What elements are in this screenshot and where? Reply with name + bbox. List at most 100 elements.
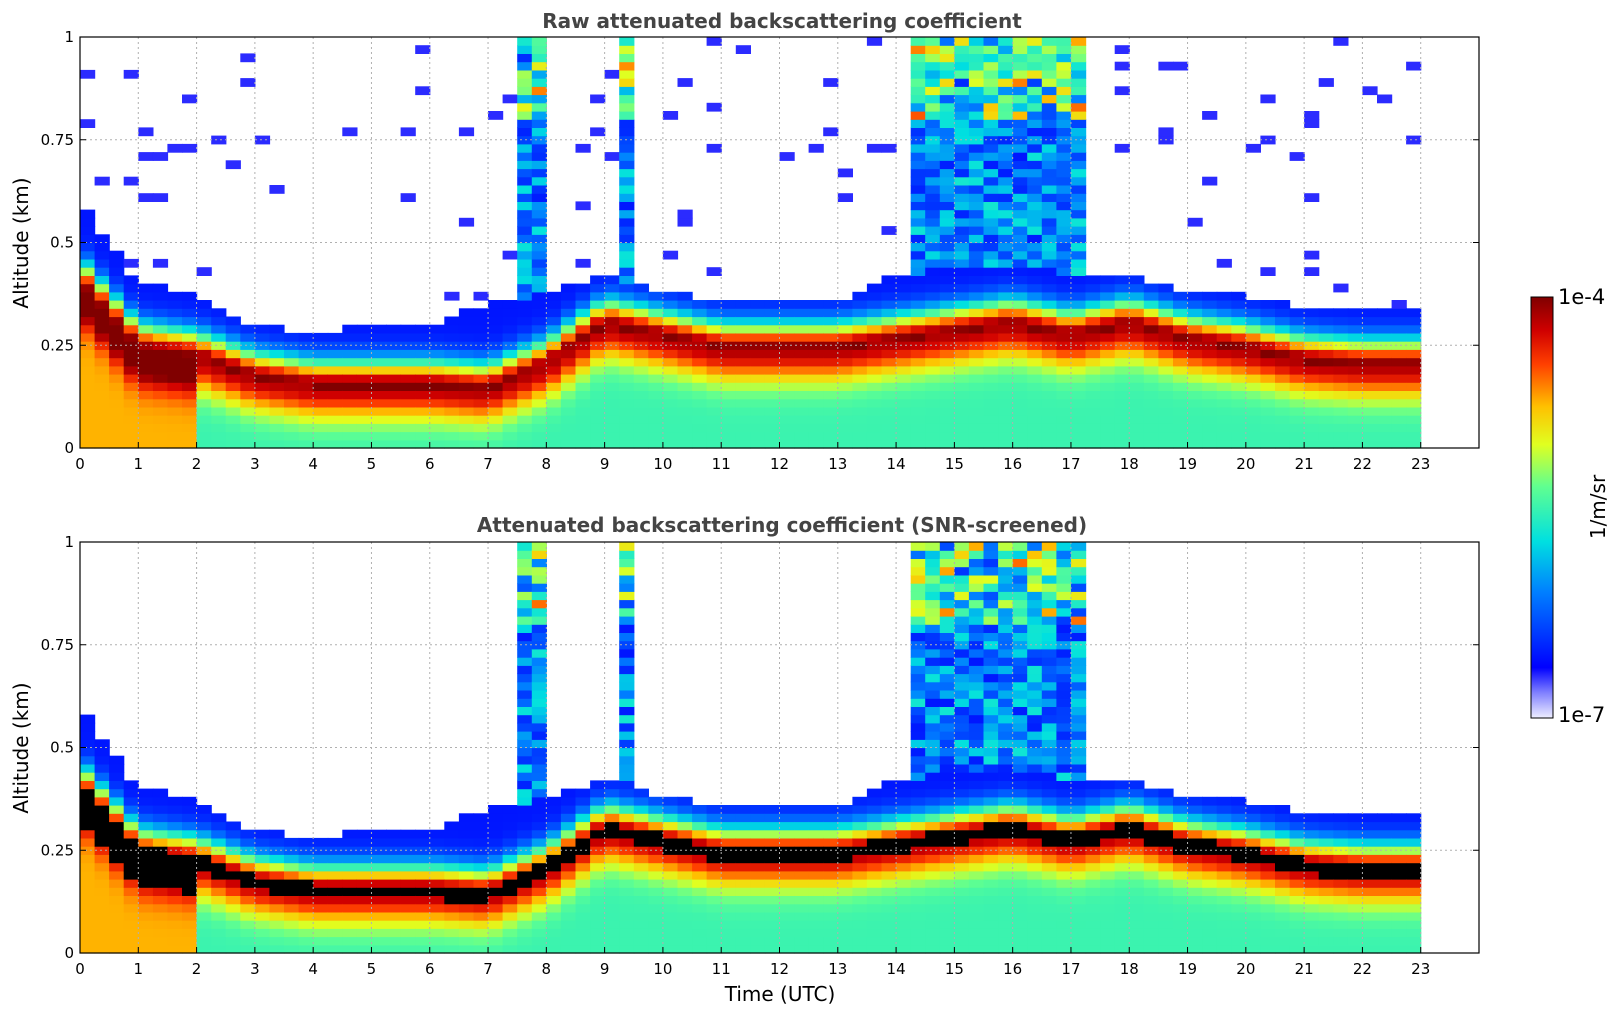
heatmap-cell bbox=[1202, 879, 1218, 888]
heatmap-cell bbox=[852, 813, 868, 823]
heatmap-cell bbox=[94, 234, 110, 244]
heatmap-cell bbox=[1202, 895, 1218, 905]
heatmap-cell bbox=[983, 431, 999, 441]
heatmap-cell bbox=[1012, 357, 1028, 367]
heatmap-cell bbox=[488, 829, 504, 839]
heatmap-cell bbox=[925, 365, 941, 375]
heatmap-cell bbox=[692, 390, 708, 400]
heatmap-cell bbox=[1012, 805, 1028, 814]
heatmap-cell bbox=[837, 813, 853, 823]
heatmap-cell bbox=[633, 813, 649, 823]
heatmap-cell bbox=[225, 895, 241, 905]
heatmap-cell bbox=[517, 341, 533, 350]
heatmap-cell bbox=[706, 829, 722, 839]
x-tick-label: 21 bbox=[1295, 960, 1314, 978]
heatmap-cell bbox=[415, 398, 431, 408]
heatmap-cell bbox=[1071, 739, 1087, 749]
heatmap-cell bbox=[1100, 788, 1116, 798]
heatmap-cell bbox=[1114, 928, 1130, 938]
heatmap-cell bbox=[1012, 607, 1028, 617]
heatmap-cell bbox=[925, 665, 941, 675]
x-tick-label: 4 bbox=[308, 960, 318, 978]
heatmap-cell bbox=[939, 143, 955, 153]
heatmap-cell bbox=[604, 813, 620, 823]
heatmap-cell bbox=[284, 415, 300, 424]
heatmap-cell bbox=[662, 291, 679, 301]
heatmap-cell bbox=[1012, 127, 1028, 137]
heatmap-cell bbox=[517, 283, 533, 293]
heatmap-cell bbox=[677, 332, 693, 342]
heatmap-cell bbox=[269, 324, 285, 334]
heatmap-cell bbox=[1143, 887, 1159, 896]
heatmap-cell bbox=[968, 69, 985, 79]
heatmap-cell bbox=[1056, 813, 1072, 823]
heatmap-cell bbox=[881, 944, 897, 954]
heatmap-cell bbox=[925, 755, 941, 765]
heatmap-cell bbox=[910, 53, 926, 63]
heatmap-cell bbox=[983, 152, 999, 161]
heatmap-cell bbox=[94, 390, 110, 400]
heatmap-cell bbox=[1143, 920, 1159, 929]
heatmap-cell bbox=[1333, 879, 1349, 888]
heatmap-cell bbox=[1056, 616, 1072, 625]
heatmap-cell bbox=[1333, 829, 1349, 839]
heatmap-cell bbox=[386, 439, 402, 449]
heatmap-cell bbox=[269, 895, 285, 905]
heatmap-cell bbox=[1071, 542, 1087, 551]
heatmap-cell bbox=[619, 837, 635, 847]
heatmap-cell bbox=[371, 423, 387, 433]
heatmap-cell bbox=[1187, 895, 1203, 905]
heatmap-cell bbox=[1158, 895, 1174, 905]
heatmap-cell bbox=[939, 862, 955, 872]
heatmap-cell bbox=[575, 439, 591, 449]
heatmap-cell bbox=[954, 209, 970, 219]
heatmap-cell bbox=[1071, 821, 1087, 831]
heatmap-cell bbox=[109, 390, 125, 400]
heatmap-cell bbox=[881, 837, 897, 847]
heatmap-cell bbox=[662, 332, 679, 342]
heatmap-cell bbox=[1012, 185, 1028, 194]
heatmap-cell bbox=[1260, 846, 1276, 855]
heatmap-cell bbox=[619, 862, 635, 872]
heatmap-cell bbox=[604, 439, 620, 449]
heatmap-cell bbox=[138, 382, 154, 391]
heatmap-cell bbox=[866, 324, 883, 334]
panel1-y-ticks: 00.250.50.751 bbox=[41, 28, 1479, 457]
heatmap-cell bbox=[735, 862, 751, 872]
heatmap-cell bbox=[152, 365, 169, 375]
heatmap-cell bbox=[677, 209, 693, 219]
heatmap-cell bbox=[415, 406, 431, 416]
heatmap-cell bbox=[1012, 86, 1028, 96]
heatmap-cell bbox=[138, 374, 154, 383]
heatmap-cell bbox=[1391, 887, 1407, 896]
heatmap-cell bbox=[604, 862, 620, 872]
heatmap-cell bbox=[706, 837, 722, 847]
x-tick-label: 10 bbox=[653, 455, 672, 473]
heatmap-cell bbox=[1143, 423, 1159, 433]
heatmap-cell bbox=[604, 911, 620, 921]
heatmap-cell bbox=[1041, 152, 1057, 161]
heatmap-cell bbox=[1027, 291, 1043, 301]
heatmap-cell bbox=[575, 423, 591, 433]
heatmap-cell bbox=[706, 821, 722, 831]
heatmap-cell bbox=[1027, 176, 1043, 186]
heatmap-cell bbox=[1041, 86, 1057, 96]
heatmap-cell bbox=[1041, 374, 1057, 383]
heatmap-cell bbox=[998, 895, 1014, 905]
heatmap-cell bbox=[1071, 681, 1087, 691]
heatmap-cell bbox=[1318, 829, 1334, 839]
heatmap-cell bbox=[1318, 903, 1334, 913]
heatmap-cell bbox=[1114, 415, 1130, 424]
heatmap-cell bbox=[502, 821, 518, 831]
heatmap-cell bbox=[721, 415, 737, 424]
heatmap-cell bbox=[823, 374, 839, 383]
heatmap-cell bbox=[910, 439, 926, 449]
heatmap-cell bbox=[998, 632, 1014, 642]
heatmap-cell bbox=[298, 870, 314, 880]
heatmap-cell bbox=[531, 226, 547, 235]
heatmap-cell bbox=[1071, 406, 1087, 416]
heatmap-cell bbox=[954, 111, 970, 120]
heatmap-cell bbox=[109, 796, 125, 806]
heatmap-cell bbox=[1318, 821, 1334, 831]
